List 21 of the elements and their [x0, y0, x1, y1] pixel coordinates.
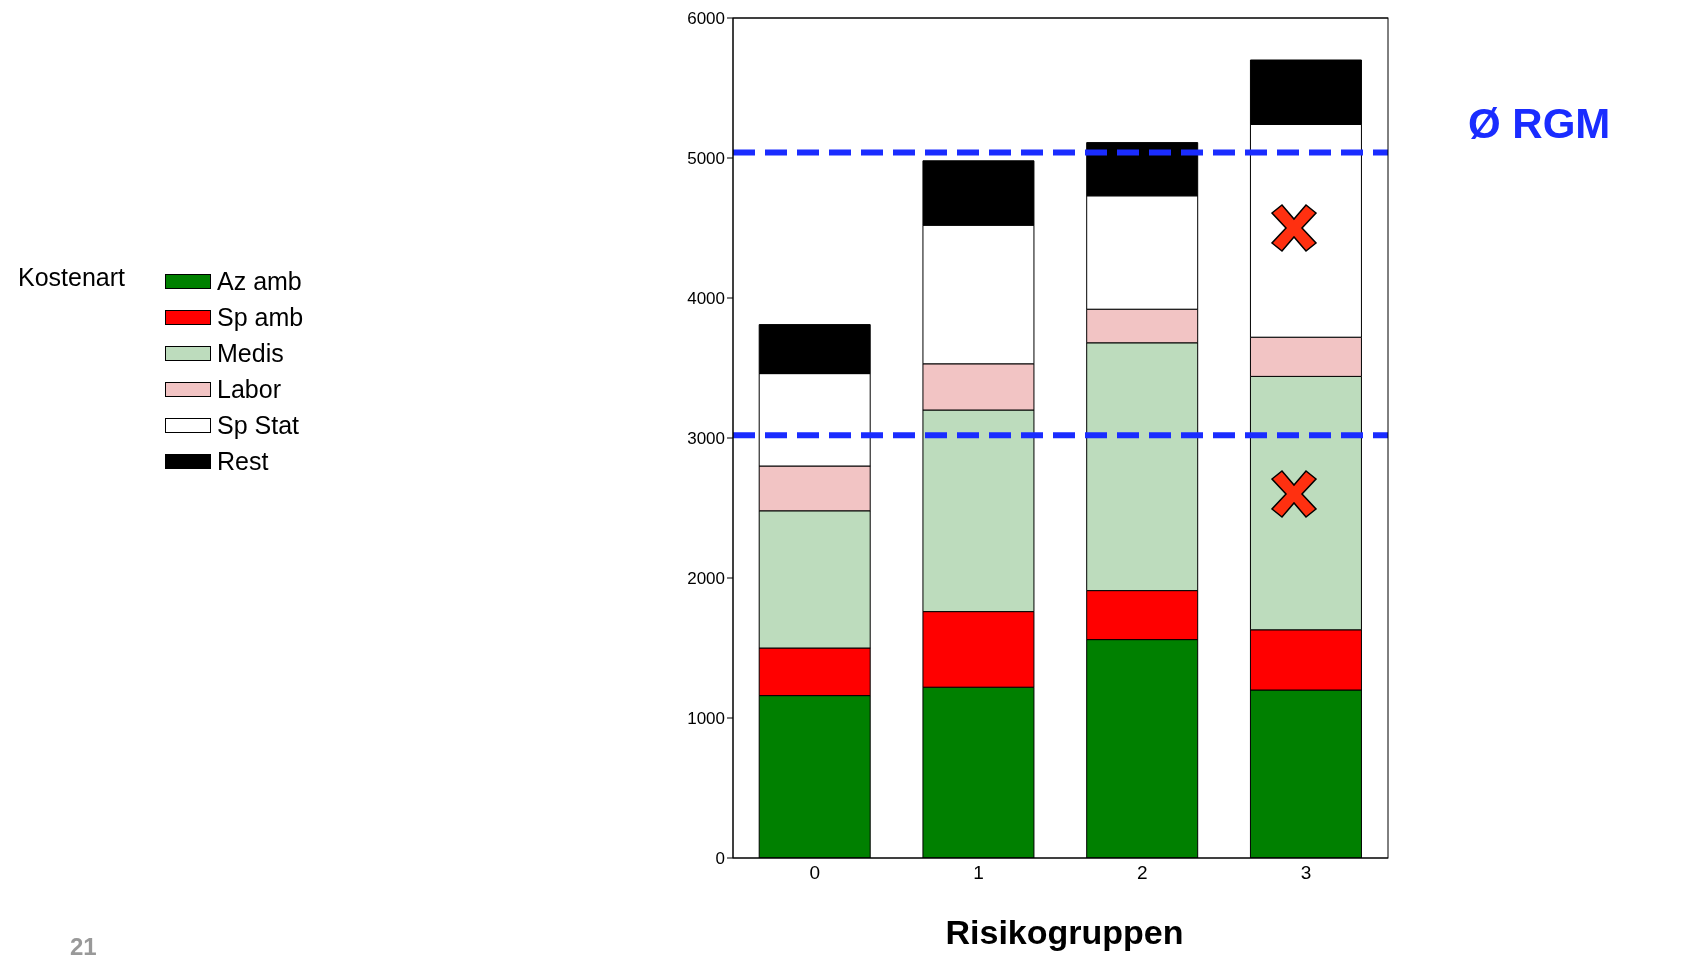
legend-label: Rest	[217, 446, 269, 476]
legend-label: Sp amb	[217, 302, 304, 332]
x-tick-label: 1	[973, 862, 984, 884]
legend-label: Medis	[217, 338, 284, 368]
y-tick-label: 2000	[687, 569, 725, 589]
y-tick-label: 0	[715, 849, 725, 869]
x-tick-label: 2	[1137, 862, 1148, 884]
ref-line-label: Ø RGM	[1468, 100, 1611, 148]
legend-title: Kostenart	[18, 263, 126, 293]
y-tick-label: 5000	[687, 149, 725, 169]
y-tick-label: 1000	[687, 709, 725, 729]
x-tick-label: 3	[1300, 862, 1312, 884]
y-tick-label: 6000	[687, 9, 725, 29]
x-axis-title: Risikogruppen	[944, 913, 1185, 952]
y-tick-label: 3000	[687, 429, 725, 449]
x-tick-label: 0	[809, 862, 821, 884]
text: 21	[70, 933, 97, 961]
y-tick-label: 4000	[687, 289, 725, 309]
legend-label: Labor	[217, 374, 281, 404]
legend-label: Sp Stat	[217, 410, 300, 440]
legend-label: Az amb	[217, 266, 302, 296]
